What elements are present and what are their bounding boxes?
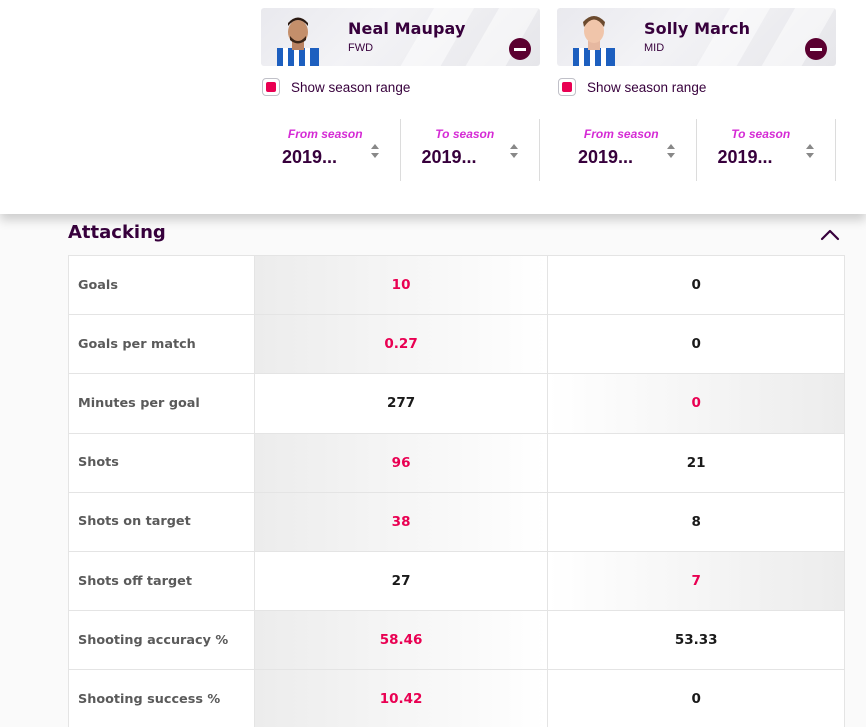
stat-row: Goals 10 0	[69, 256, 845, 316]
player-column-2: Solly March MID Show season range From s…	[557, 8, 836, 181]
player-name: Neal Maupay	[348, 19, 466, 38]
stat-label: Shots off target	[69, 551, 255, 611]
from-season-label: From season	[583, 127, 659, 141]
player1-stat-value: 277	[255, 374, 549, 433]
to-season-select[interactable]: To season 2019...	[401, 119, 540, 181]
player-card: Neal Maupay FWD	[261, 8, 540, 66]
from-season-value: 2019...	[282, 147, 338, 167]
player1-stat-value: 10	[254, 256, 549, 315]
sort-arrows-icon	[370, 144, 379, 158]
player1-stat-value: 0.27	[254, 315, 549, 374]
stat-label: Goals per match	[69, 315, 255, 374]
player2-stat-value: 0	[548, 670, 845, 727]
from-season-value: 2019...	[578, 147, 634, 167]
player2-stat-value: 0	[548, 256, 845, 315]
player-photo	[275, 12, 321, 66]
to-season-select[interactable]: To season 2019...	[697, 119, 836, 181]
player2-stat-value: 21	[548, 433, 845, 492]
season-selects: From season 2019... To season 2019...	[261, 119, 540, 181]
stat-row: Shots on target 38 8	[69, 492, 845, 552]
from-season-label: From season	[287, 127, 363, 141]
player-column-1: Neal Maupay FWD Show season range From s…	[261, 8, 540, 181]
season-selects: From season 2019... To season 2019...	[557, 119, 836, 181]
stat-label: Shooting accuracy %	[69, 611, 255, 670]
stats-table: Goals 10 0 Goals per match 0.27 0 Minutes per …	[68, 255, 845, 727]
sort-arrows-icon	[510, 144, 518, 158]
stat-label: Minutes per goal	[69, 374, 255, 433]
stat-row: Shots off target 27 7	[69, 551, 845, 612]
player2-stat-value: 53.33	[548, 611, 845, 670]
remove-player-button[interactable]	[509, 38, 531, 60]
checkbox-checked-icon[interactable]	[558, 78, 576, 96]
stat-row: Shooting accuracy % 58.46 53.33	[69, 611, 845, 671]
stat-label: Goals	[69, 256, 255, 315]
season-range-toggle[interactable]: Show season range	[261, 77, 540, 97]
player2-stat-value: 7	[548, 551, 845, 611]
to-season-value: 2019...	[421, 147, 477, 167]
to-season-value: 2019...	[717, 147, 773, 167]
player-name: Solly March	[644, 19, 751, 38]
collapse-section-button[interactable]	[818, 224, 842, 244]
to-season-label: To season	[731, 127, 791, 141]
player1-stat-value: 38	[254, 492, 549, 551]
stat-row: Goals per match 0.27 0	[69, 315, 845, 375]
to-season-label: To season	[435, 127, 495, 141]
player-position: FWD	[348, 42, 374, 54]
stat-label: Shots	[69, 433, 255, 492]
player2-stat-value: 0	[548, 315, 845, 374]
checkbox-checked-icon[interactable]	[262, 78, 280, 96]
season-range-label: Show season range	[587, 79, 707, 95]
player1-stat-value: 27	[255, 551, 549, 611]
player1-stat-value: 10.42	[254, 670, 549, 727]
stat-label: Shooting success %	[69, 670, 255, 727]
chevron-up-icon	[820, 229, 840, 241]
player2-stat-value: 8	[548, 492, 845, 551]
remove-player-button[interactable]	[805, 38, 827, 60]
player1-stat-value: 96	[254, 433, 549, 492]
from-season-select[interactable]: From season 2019...	[557, 119, 697, 181]
stat-row: Minutes per goal 277 0	[69, 374, 845, 434]
comparison-header: Neal Maupay FWD Show season range From s…	[0, 0, 866, 214]
stat-label: Shots on target	[69, 492, 255, 551]
player-position: MID	[644, 42, 665, 54]
stat-row: Shooting success % 10.42 0	[69, 670, 845, 727]
from-season-select[interactable]: From season 2019...	[261, 119, 401, 181]
season-range-label: Show season range	[291, 79, 411, 95]
sort-arrows-icon	[806, 144, 814, 158]
player-card: Solly March MID	[557, 8, 836, 66]
section-title: Attacking	[68, 222, 166, 243]
player1-stat-value: 58.46	[254, 611, 549, 670]
stat-row: Shots 96 21	[69, 433, 845, 493]
player-photo	[571, 12, 617, 66]
sort-arrows-icon	[666, 144, 675, 158]
player2-stat-value: 0	[548, 374, 845, 433]
season-range-toggle[interactable]: Show season range	[557, 77, 836, 97]
